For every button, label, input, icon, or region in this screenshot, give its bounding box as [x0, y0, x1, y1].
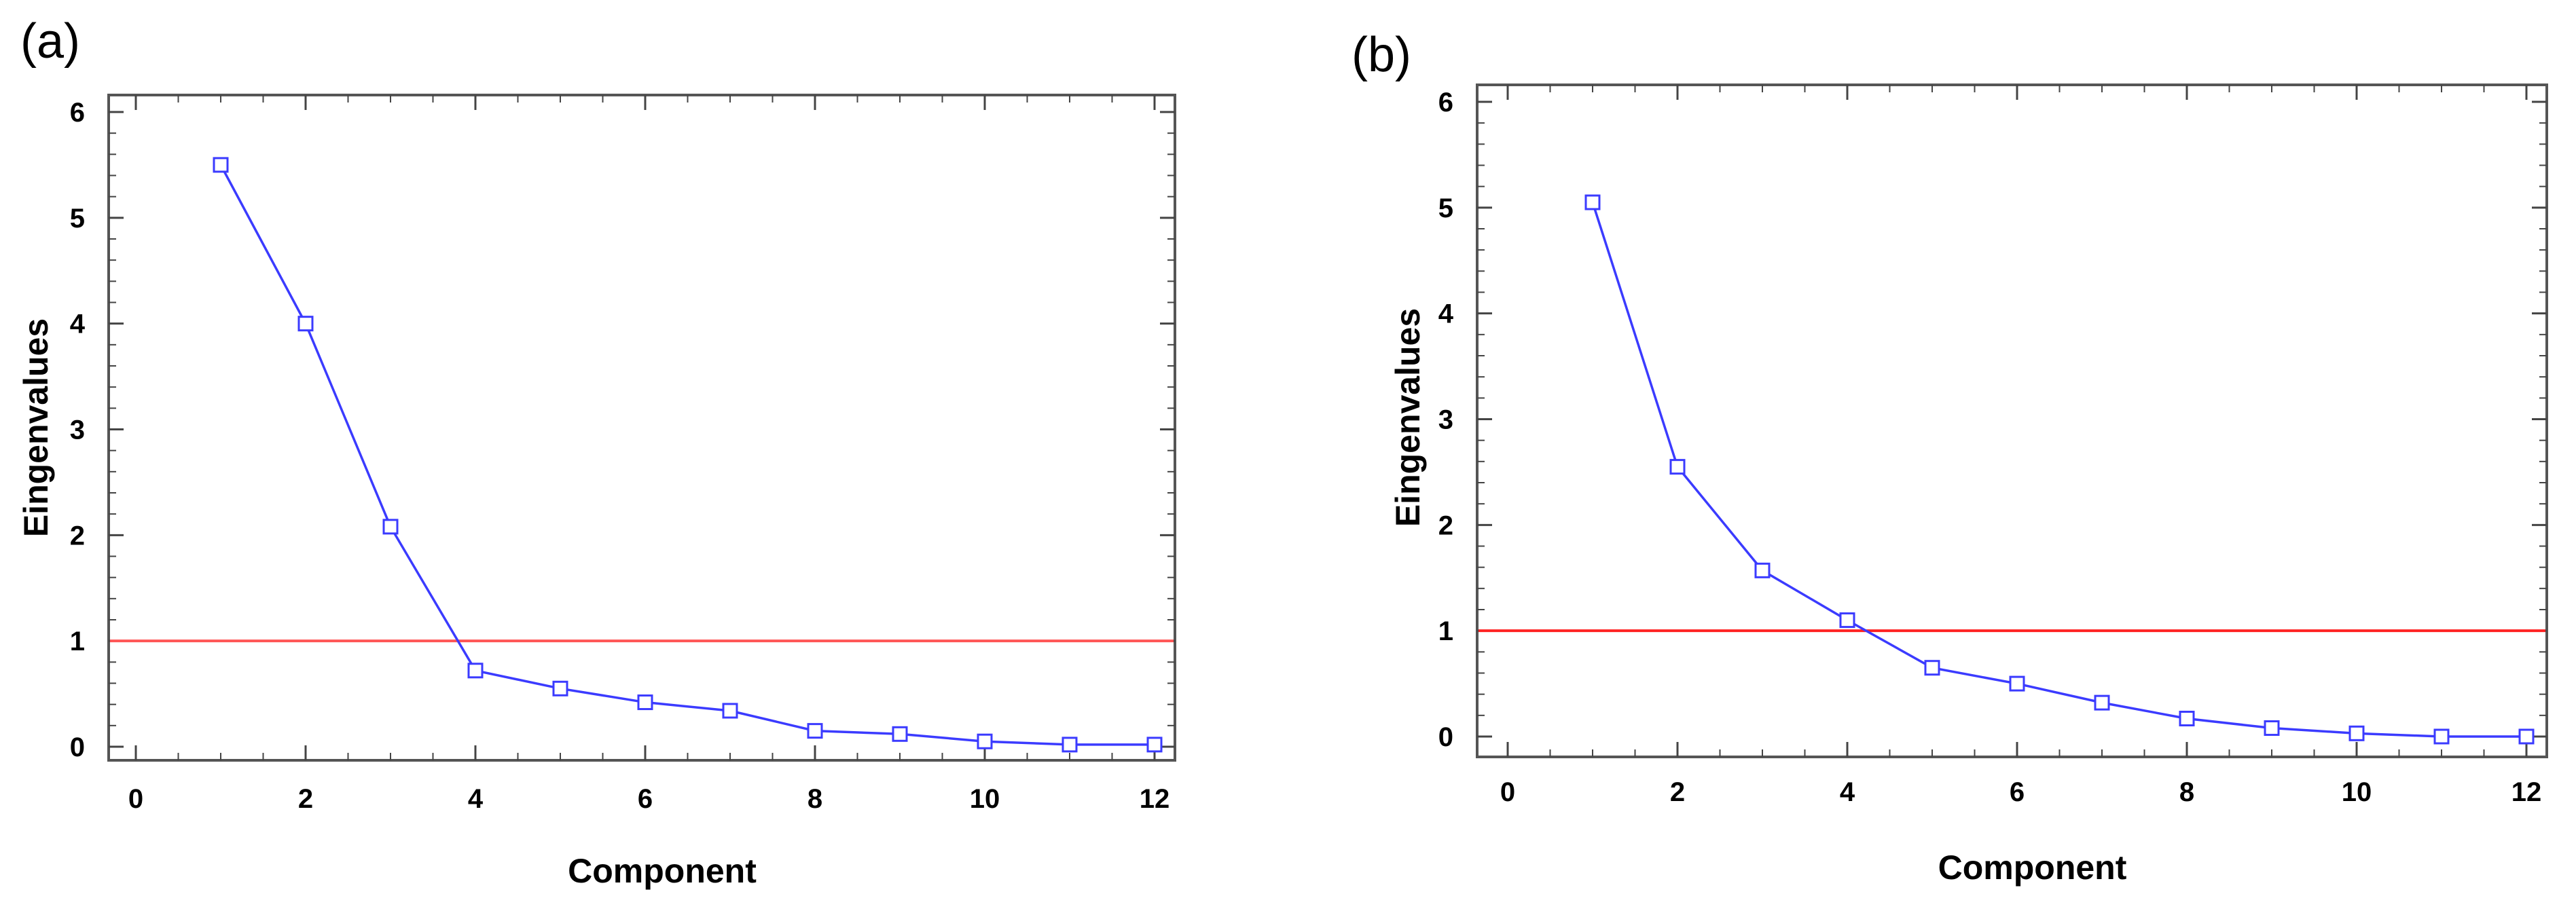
y-tick-label: 0	[70, 732, 85, 762]
x-tick-label: 10	[970, 784, 1000, 814]
data-point	[2094, 694, 2110, 711]
data-point	[1924, 660, 1940, 676]
y-axis-title: Eingenvalues	[17, 318, 55, 537]
data-point	[2009, 675, 2025, 692]
data-point	[1146, 737, 1163, 753]
series-line	[219, 164, 1155, 746]
x-tick-label: 12	[2511, 777, 2542, 807]
y-tick-label: 1	[70, 627, 85, 656]
data-point	[213, 157, 229, 173]
y-axis-title: Eingenvalues	[1389, 308, 1427, 527]
x-tick-label: 4	[1840, 777, 1855, 807]
data-point	[552, 680, 568, 696]
data-point	[1754, 562, 1771, 578]
x-tick-label: 2	[1670, 777, 1685, 807]
data-point	[637, 694, 653, 711]
plot-frame	[107, 94, 1176, 762]
data-point	[722, 703, 738, 719]
data-point	[1584, 194, 1601, 210]
data-point	[1669, 459, 1686, 475]
data-point	[1839, 612, 1855, 629]
y-tick-label: 2	[70, 521, 85, 551]
y-tick-label: 3	[1438, 405, 1453, 435]
data-point	[2433, 728, 2450, 745]
plot-frame	[1476, 83, 2548, 758]
y-tick-label: 6	[1438, 88, 1453, 117]
data-point	[892, 726, 908, 742]
x-axis-title: Component	[568, 852, 757, 890]
data-point	[2264, 720, 2280, 737]
series-line	[1591, 202, 2526, 738]
panel-label-b: (b)	[1352, 28, 1411, 82]
y-tick-label: 0	[1438, 722, 1453, 752]
data-point	[2348, 725, 2365, 741]
y-tick-label: 4	[1438, 299, 1454, 329]
y-tick-label: 3	[70, 415, 85, 445]
x-tick-label: 10	[2342, 777, 2372, 807]
data-point	[977, 733, 993, 749]
x-tick-label: 12	[1140, 784, 1170, 814]
x-axis-title: Component	[1938, 849, 2127, 887]
data-point	[2179, 711, 2195, 727]
y-tick-label: 6	[70, 98, 85, 128]
data-point	[467, 663, 484, 679]
data-point	[297, 316, 314, 332]
x-tick-label: 0	[1500, 777, 1515, 807]
x-tick-label: 0	[128, 784, 143, 814]
data-point	[1062, 737, 1078, 753]
data-point	[382, 519, 399, 535]
y-tick-label: 2	[1438, 510, 1453, 540]
x-tick-label: 2	[298, 784, 313, 814]
x-tick-label: 4	[468, 784, 484, 814]
data-point	[2518, 728, 2535, 745]
x-tick-label: 8	[808, 784, 822, 814]
y-tick-label: 5	[70, 204, 85, 234]
y-tick-label: 4	[70, 310, 86, 339]
data-point	[807, 723, 823, 739]
x-tick-label: 8	[2179, 777, 2194, 807]
x-tick-label: 6	[2010, 777, 2025, 807]
x-tick-label: 6	[638, 784, 653, 814]
panel-label-a: (a)	[20, 14, 80, 69]
y-tick-label: 1	[1438, 616, 1453, 646]
y-tick-label: 5	[1438, 193, 1453, 223]
